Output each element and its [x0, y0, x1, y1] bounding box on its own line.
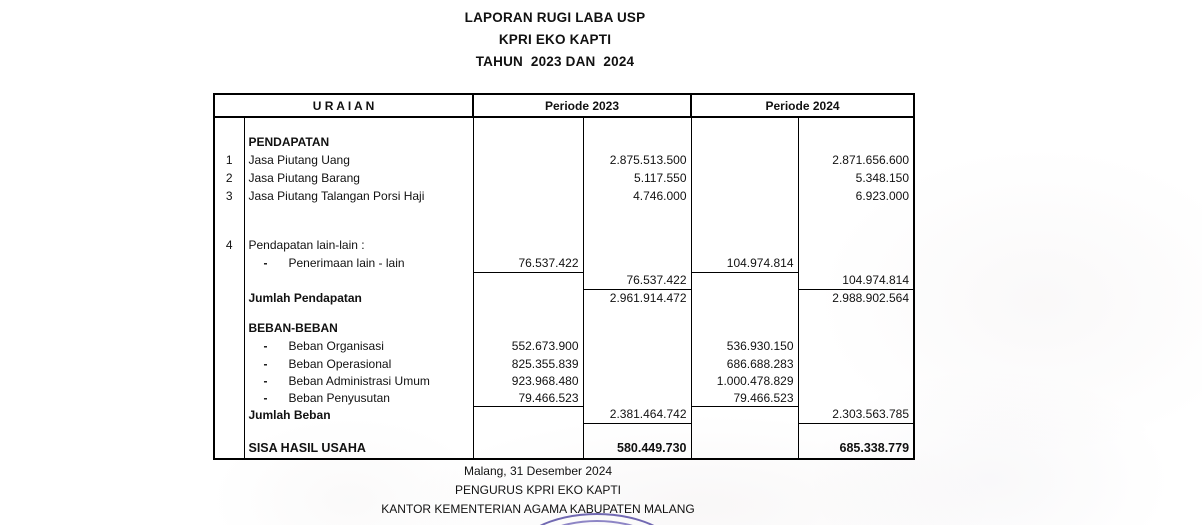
row-label: Beban Operasional: [288, 356, 392, 371]
section-label: BEBAN-BEBAN: [244, 319, 474, 337]
value-2024: 536.930.150: [691, 337, 799, 355]
report-title-line3: TAHUN 2023 DAN 2024: [475, 54, 635, 69]
total-2023: 2.381.464.742: [583, 406, 692, 424]
total-2023: 2.961.914.472: [583, 289, 692, 306]
report-title-line2: KPRI EKO KAPTI: [498, 32, 612, 47]
value-2023: 5.117.550: [583, 169, 692, 187]
value-2024: 2.871.656.600: [832, 153, 910, 167]
total-2024: 2.988.902.564: [832, 290, 910, 305]
table-row: Jumlah Pendapatan 2.961.914.472 2.988.90…: [214, 289, 914, 306]
value-2024: 1.000.478.829: [691, 372, 799, 390]
table-row: [214, 423, 914, 437]
value-2024: 686.688.283: [691, 355, 799, 372]
footer-organization: PENGURUS KPRI EKO KAPTI: [454, 483, 622, 497]
grand-total-label: SISA HASIL USAHA: [244, 437, 474, 459]
row-label: Jasa Piutang Talangan Porsi Haji: [244, 187, 474, 205]
table-row: 1 Jasa Piutang Uang 2.875.513.500 2.871.…: [214, 151, 914, 169]
bullet-dash: -: [263, 374, 268, 388]
row-label: Beban Penyusutan: [288, 391, 390, 405]
subtotal-2024: 104.974.814: [798, 272, 915, 290]
table-row: - Beban Administrasi Umum 923.968.480 1.0…: [214, 372, 914, 390]
report-title-line1: LAPORAN RUGI LABA USP: [464, 10, 646, 25]
section-label: PENDAPATAN: [244, 133, 474, 151]
table-row: [214, 205, 914, 236]
row-label: Beban Administrasi Umum: [288, 374, 430, 388]
table-header-row: U R A I A N Periode 2023 Periode 2024: [214, 94, 915, 118]
value-2023: 4.746.000: [583, 187, 692, 205]
grand-total-2024: 685.338.779: [839, 440, 910, 455]
row-number: 4: [214, 236, 245, 254]
value-2024: 5.348.150: [855, 171, 910, 185]
footer-office: KANTOR KEMENTERIAN AGAMA KABUPATEN MALAN…: [381, 502, 695, 516]
value-2023: 76.537.422: [473, 254, 584, 273]
row-number: 2: [214, 169, 245, 187]
row-number: 3: [214, 187, 245, 205]
total-label: Jumlah Pendapatan: [244, 289, 474, 306]
row-label: Jasa Piutang Uang: [244, 151, 474, 169]
row-label: Pendapatan lain-lain :: [244, 236, 474, 254]
row-number: 1: [214, 151, 245, 169]
table-row: 2 Jasa Piutang Barang 5.117.550 5.348.15…: [214, 169, 914, 187]
value-2023: 923.968.480: [473, 372, 584, 390]
row-label: Beban Organisasi: [288, 339, 384, 353]
value-2024: 104.974.814: [691, 254, 799, 273]
value-2024: 79.466.523: [691, 390, 799, 407]
subtotal-2023: 76.537.422: [583, 272, 692, 290]
bullet-dash: -: [263, 391, 268, 405]
table-row: Jumlah Beban 2.381.464.742 2.303.563.785: [214, 406, 915, 424]
row-label: Penerimaan lain - lain: [288, 256, 405, 270]
profit-loss-table: U R A I A N Periode 2023 Periode 2024 PE…: [213, 93, 916, 460]
table-row: - Beban Organisasi 552.673.900 536.930.15…: [214, 337, 914, 355]
table-row: SISA HASIL USAHA 580.449.730 685.338.779: [214, 437, 914, 459]
table-row: 76.537.422 104.974.814: [214, 272, 915, 290]
table-row: - Penerimaan lain - lain 76.537.422 104.9…: [214, 254, 914, 273]
total-label: Jumlah Beban: [244, 406, 474, 423]
signature-block: Malang, 31 Desember 2024 PENGURUS KPRI E…: [188, 462, 888, 519]
value-2023: 825.355.839: [473, 355, 584, 372]
total-2024: 2.303.563.785: [798, 406, 915, 424]
footer-place-date: Malang, 31 Desember 2024: [463, 464, 613, 478]
table-row: - Beban Operasional 825.355.839 686.688.2…: [214, 355, 914, 372]
table-row: - Beban Penyusutan 79.466.523 79.466.523: [214, 390, 914, 407]
bullet-dash: -: [263, 256, 268, 270]
table-row: 3 Jasa Piutang Talangan Porsi Haji 4.746…: [214, 187, 914, 205]
column-header-uraian: U R A I A N: [214, 94, 473, 118]
table-row: [214, 306, 914, 319]
bullet-dash: -: [263, 356, 268, 371]
value-2023: 79.466.523: [473, 390, 584, 407]
table-row: 4 Pendapatan lain-lain :: [214, 236, 914, 254]
row-label: Jasa Piutang Barang: [244, 169, 474, 187]
column-header-periode-2024: Periode 2024: [690, 94, 915, 118]
table-row: BEBAN-BEBAN: [214, 319, 914, 337]
table-row: [214, 117, 914, 133]
table-row: PENDAPATAN: [214, 133, 914, 151]
value-2024: 6.923.000: [855, 189, 910, 203]
report-title-block: LAPORAN RUGI LABA USP KPRI EKO KAPTI TAH…: [205, 7, 905, 73]
bullet-dash: -: [263, 339, 268, 353]
column-header-periode-2023: Periode 2023: [471, 94, 692, 118]
value-2023: 2.875.513.500: [583, 151, 692, 169]
grand-total-2023: 580.449.730: [583, 437, 692, 459]
value-2023: 552.673.900: [473, 337, 584, 355]
